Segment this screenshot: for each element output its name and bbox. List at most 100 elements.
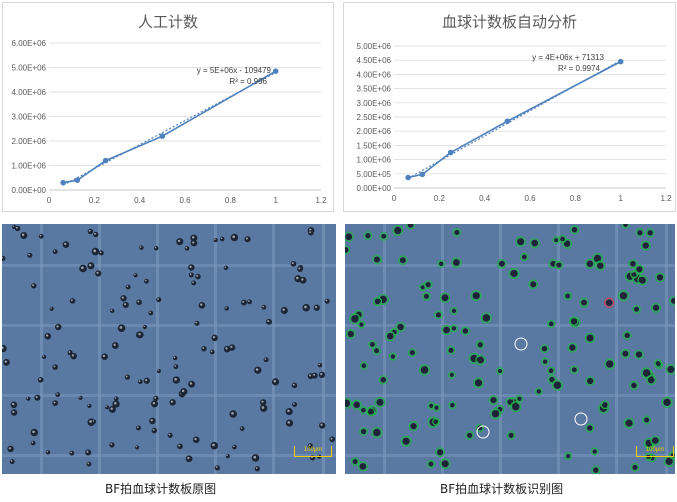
detected-cell-marker [628, 259, 638, 269]
detected-cell-marker [653, 359, 663, 368]
cell [647, 376, 655, 384]
cell-highlight [191, 236, 195, 239]
detected-cell-marker [623, 417, 635, 429]
cell [125, 284, 131, 290]
cell-field-image [2, 224, 336, 474]
cell-highlight [4, 360, 7, 363]
cell-highlight [255, 467, 258, 469]
detected-cell-marker [378, 375, 388, 385]
cell [517, 238, 525, 246]
cell [410, 422, 417, 430]
cell [521, 254, 527, 260]
detected-cell-marker [475, 354, 486, 366]
cell [156, 368, 161, 374]
cell [439, 261, 444, 267]
cell [173, 355, 178, 361]
cell [622, 350, 629, 357]
grid-line [499, 224, 502, 474]
cell-highlight [170, 400, 174, 403]
x-tick-label: 0.2 [434, 194, 446, 203]
cell [367, 409, 374, 415]
cell [87, 228, 94, 235]
data-point [272, 68, 279, 74]
cell [563, 240, 571, 247]
detected-cell-marker [405, 224, 416, 230]
cell-highlight [145, 379, 148, 382]
cell [351, 315, 359, 323]
cell [531, 239, 539, 247]
data-point [504, 118, 511, 125]
cell-highlight [138, 332, 141, 336]
detected-cell-marker [645, 228, 655, 238]
y-tick-label: 3.00E+06 [357, 99, 392, 108]
cell-highlight [135, 446, 138, 448]
cell-highlight [42, 355, 45, 357]
cell-highlight [21, 233, 25, 237]
detected-cell-marker [515, 394, 524, 403]
cell-highlight [105, 405, 108, 408]
detected-cell-marker [630, 270, 639, 279]
cell-highlight [99, 251, 102, 254]
y-tick-label: 1.00E+06 [357, 156, 392, 165]
cell-highlight [330, 437, 333, 440]
cell [390, 354, 396, 359]
cell [109, 442, 115, 448]
cell [553, 381, 562, 389]
cell-highlight [39, 234, 42, 237]
cell [397, 323, 404, 331]
y-tick-label: 4.00E+06 [357, 70, 392, 79]
detected-cell-marker [354, 309, 364, 320]
detected-cell-marker [540, 344, 549, 354]
detected-cell-marker [345, 329, 356, 339]
detected-cell-marker [600, 400, 610, 410]
cell [448, 347, 454, 353]
cell [556, 262, 562, 268]
cell-highlight [325, 299, 328, 302]
x-tick-label: 0.4 [134, 196, 146, 205]
cell-highlight [231, 411, 234, 415]
cell [110, 308, 115, 314]
grid-line [2, 324, 336, 327]
detected-cell-marker [473, 377, 484, 389]
x-tick-label: 0.8 [570, 194, 582, 203]
cell [592, 449, 597, 454]
detected-cell-marker [422, 292, 431, 301]
detected-cell-marker [618, 290, 629, 302]
detected-cell-marker [379, 232, 388, 241]
cell [632, 464, 638, 470]
cell [548, 368, 554, 374]
cell-highlight [39, 378, 42, 381]
cell-highlight [2, 346, 4, 350]
y-tick-label: 2.00E+06 [357, 127, 392, 136]
cell [508, 432, 514, 438]
cell [292, 402, 298, 407]
detected-cell-marker [451, 257, 462, 268]
cell [642, 369, 651, 377]
cell [491, 410, 500, 418]
cell [639, 276, 646, 284]
cell [93, 231, 99, 238]
cell [429, 403, 434, 408]
detected-cell-marker [345, 397, 352, 409]
cell [78, 395, 83, 400]
y-tick-label: 1.00E+06 [12, 162, 47, 171]
cell [224, 306, 229, 311]
cell [380, 377, 387, 383]
cell-highlight [194, 437, 197, 441]
cell [565, 293, 571, 299]
x-tick-label: 0 [47, 196, 52, 205]
cell-highlight [253, 455, 257, 459]
cell [623, 224, 628, 227]
detected-cell-marker [546, 366, 556, 375]
detected-cell-marker [350, 457, 360, 466]
cell [134, 445, 140, 450]
cell-highlight [89, 420, 92, 423]
detected-cell-marker [407, 348, 417, 358]
cell-highlight [298, 267, 301, 270]
cell [365, 233, 371, 239]
y-tick-label: 4.00E+06 [12, 88, 47, 97]
cell-highlight [291, 262, 294, 265]
detected-cell-marker [371, 426, 383, 439]
cell [361, 363, 367, 369]
y-tick-label: 1.50E+06 [357, 141, 392, 150]
